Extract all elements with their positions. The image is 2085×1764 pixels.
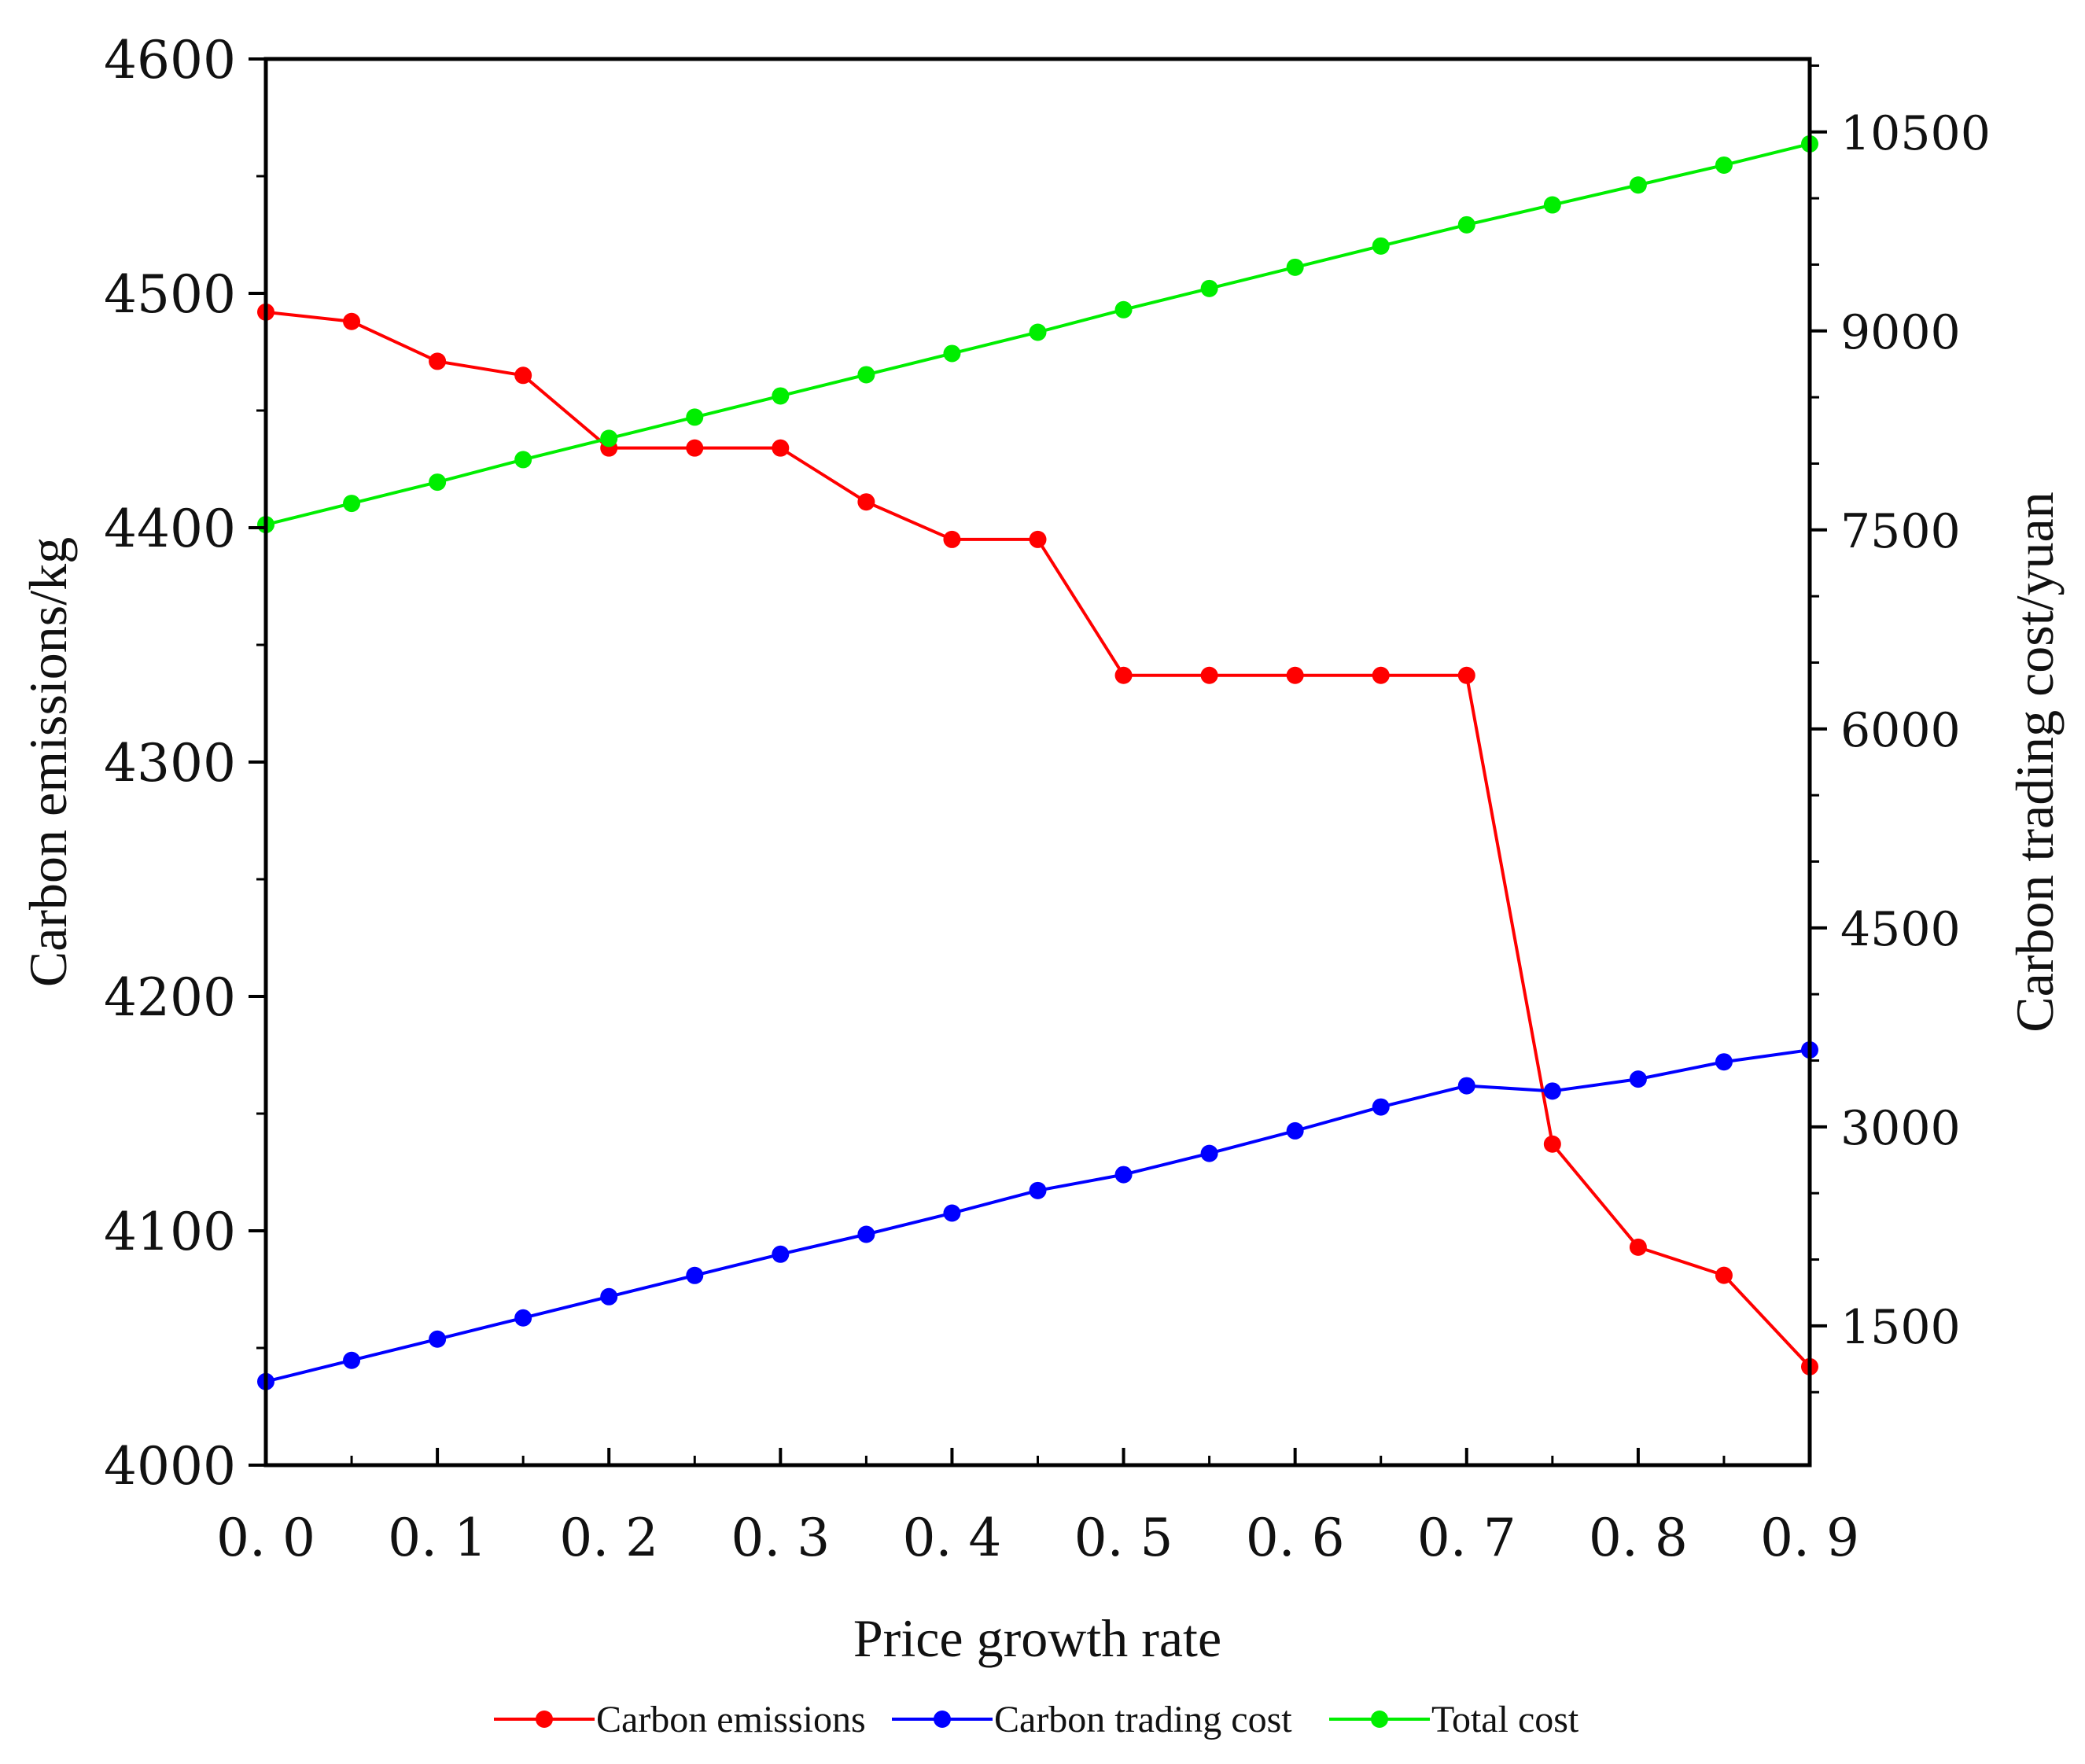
point-total-cost-17 [1715,156,1733,174]
point-total-cost-14 [1457,215,1475,234]
right-y-tick-label-6: 10500 [1840,106,1991,161]
point-total-cost-4 [600,429,618,447]
point-carbon-emissions-13 [1372,666,1390,684]
point-carbon-emissions-11 [1200,666,1218,684]
point-carbon-trading-cost-14 [1457,1077,1475,1095]
x-tick-label-1: 0. 1 [388,1508,487,1568]
left-y-tick-label-5: 4500 [104,264,236,325]
right-y-tick-label-3: 6000 [1840,703,1961,758]
point-carbon-trading-cost-7 [857,1225,875,1243]
point-carbon-trading-cost-2 [429,1330,447,1348]
point-total-cost-9 [1029,323,1047,341]
left-y-tick-label-0: 4000 [104,1436,236,1497]
point-carbon-trading-cost-10 [1114,1166,1133,1184]
right-y-tick-label-4: 7500 [1840,504,1961,559]
legend-label-total-cost: Total cost [1431,1699,1579,1740]
x-tick-label-2: 0. 2 [559,1508,658,1568]
legend-marker-carbon-trading-cost [934,1711,951,1728]
x-tick-label-7: 0. 7 [1417,1508,1516,1568]
point-carbon-emissions-3 [514,366,532,385]
point-carbon-emissions-8 [943,530,961,548]
right-y-tick-label-1: 3000 [1840,1101,1961,1156]
point-carbon-emissions-6 [772,439,790,457]
point-carbon-emissions-9 [1029,530,1047,548]
point-carbon-emissions-14 [1457,666,1475,684]
point-total-cost-2 [429,473,447,492]
point-total-cost-8 [943,344,961,363]
point-total-cost-13 [1372,237,1390,255]
point-carbon-emissions-5 [686,439,704,457]
tick-layer: 0. 0 0. 1 0. 2 0. 3 0. 4 0. 5 0. 6 0. 7 0. 8 0. 9… [104,30,1991,1568]
point-carbon-trading-cost-8 [943,1204,961,1222]
point-carbon-trading-cost-3 [514,1309,532,1327]
left-y-tick-label-3: 4300 [104,733,236,794]
legend-marker-total-cost [1371,1711,1388,1728]
point-carbon-trading-cost-9 [1029,1181,1047,1199]
point-carbon-emissions-7 [857,493,875,511]
legend-label-carbon-emissions: Carbon emissions [596,1699,866,1740]
x-tick-label-9: 0. 9 [1760,1508,1859,1568]
left-y-tick-label-6: 4600 [104,30,236,90]
point-total-cost-12 [1286,258,1304,276]
point-carbon-trading-cost-1 [343,1351,361,1369]
x-tick-label-4: 0. 4 [902,1508,1001,1568]
x-tick-label-3: 0. 3 [731,1508,830,1568]
point-carbon-emissions-12 [1286,666,1304,684]
legend-marker-carbon-emissions [536,1711,553,1728]
point-carbon-emissions-15 [1543,1135,1561,1153]
right-y-tick-label-5: 9000 [1840,305,1961,360]
point-total-cost-10 [1114,300,1133,319]
point-carbon-emissions-1 [343,312,361,330]
legend-label-carbon-trading-cost: Carbon trading cost [994,1699,1292,1740]
x-tick-label-6: 0. 6 [1246,1508,1345,1568]
point-total-cost-3 [514,451,532,469]
point-carbon-trading-cost-6 [772,1245,790,1263]
point-carbon-emissions-17 [1715,1266,1733,1284]
point-carbon-trading-cost-17 [1715,1053,1733,1071]
x-tick-label-0: 0. 0 [216,1508,315,1568]
point-total-cost-1 [343,495,361,513]
right-y-tick-label-0: 1500 [1840,1300,1961,1355]
left-y-tick-label-4: 4400 [104,499,236,559]
x-tick-label-8: 0. 8 [1589,1508,1688,1568]
point-carbon-trading-cost-5 [686,1266,704,1284]
series-layer [257,134,1818,1390]
x-tick-label-5: 0. 5 [1074,1508,1173,1568]
point-carbon-trading-cost-15 [1543,1082,1561,1100]
point-carbon-emissions-10 [1114,666,1133,684]
left-y-axis-title: Carbon emissions/kg [18,537,78,987]
x-axis-title: Price growth rate [853,1608,1221,1668]
point-total-cost-11 [1200,279,1218,297]
point-total-cost-6 [772,387,790,405]
point-carbon-trading-cost-13 [1372,1098,1390,1116]
point-carbon-emissions-2 [429,352,447,370]
left-y-tick-label-2: 4200 [104,967,236,1028]
point-total-cost-7 [857,366,875,384]
legend: Carbon emissions Carbon trading cost Total… [494,1699,1579,1740]
point-carbon-trading-cost-12 [1286,1121,1304,1140]
point-total-cost-16 [1629,176,1647,194]
right-y-tick-label-2: 4500 [1840,902,1961,957]
left-y-tick-label-1: 4100 [104,1202,236,1262]
point-carbon-trading-cost-4 [600,1287,618,1306]
point-carbon-emissions-16 [1629,1238,1647,1256]
right-y-axis-title: Carbon trading cost/yuan [2005,492,2065,1032]
point-carbon-trading-cost-11 [1200,1144,1218,1162]
point-total-cost-15 [1543,196,1561,214]
point-total-cost-5 [686,408,704,426]
point-carbon-trading-cost-16 [1629,1070,1647,1088]
